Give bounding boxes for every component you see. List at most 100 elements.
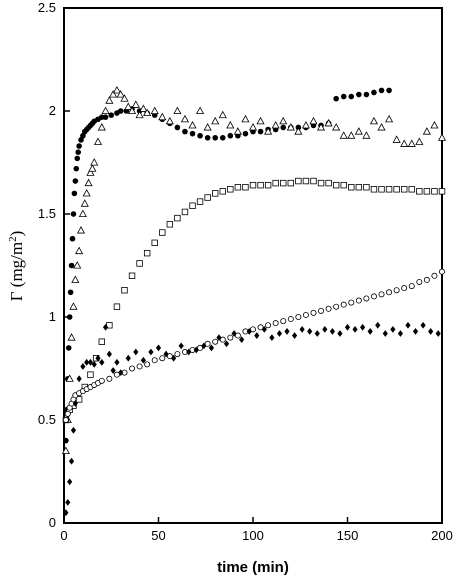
open-circle-point [129,365,136,372]
open-square-point [219,188,226,195]
open-triangle-point [120,94,129,102]
open-triangle-point [135,110,144,119]
open-circle-point [219,336,226,343]
filled-circle-point [69,235,76,242]
open-square-point [159,229,166,236]
open-square-point [264,181,272,189]
filled-diamond-point [76,375,82,383]
filled-diamond-point [68,457,75,465]
filled-circle-point [174,124,181,131]
open-triangle-point [109,90,118,98]
open-triangle-point [369,116,379,125]
filled-diamond-point [125,354,131,362]
open-circle-point [166,353,173,360]
filled-circle-point [212,134,218,141]
open-triangle-point [139,104,148,112]
open-circle-point [197,344,204,351]
open-triangle-point [73,261,82,269]
open-circle-point [378,291,385,298]
filled-diamond-point [171,354,177,362]
filled-diamond-point [72,400,78,407]
filled-diamond-point [299,325,305,333]
open-triangle-point [127,106,137,114]
filled-circle-point [68,262,75,269]
filled-diamond-point [420,321,426,329]
open-square-point [400,186,408,193]
open-square-point [121,287,128,294]
filled-diamond-point [405,321,411,329]
open-triangle-point [264,127,273,135]
filled-diamond-point [344,323,351,331]
filled-diamond-point [148,348,154,356]
open-square-point [363,184,370,191]
open-square-point [340,181,347,189]
open-square-point [408,186,415,193]
open-triangle-point [211,116,220,125]
filled-diamond-point [106,350,112,358]
open-triangle-point [196,106,205,114]
open-square-point [181,208,189,216]
open-circle-point [62,416,69,423]
filled-diamond-point [110,367,116,374]
filled-circle-point [70,211,77,217]
open-triangle-point [354,127,363,135]
open-circle-point [302,311,309,318]
filled-circle-point [219,134,226,141]
filled-diamond-point [367,328,373,335]
open-circle-point [386,289,393,296]
open-square-point [151,239,158,247]
open-triangle-point [301,120,310,129]
filled-circle-point [76,143,82,149]
filled-diamond-point [114,358,120,366]
open-circle-point [174,351,181,358]
open-square-point [370,186,378,193]
open-triangle-point [105,96,114,104]
open-triangle-point [324,118,333,127]
open-triangle-point [131,100,140,108]
open-circle-point [212,338,219,345]
filled-diamond-point [223,340,230,348]
open-triangle-point [116,90,125,98]
open-square-point [348,184,355,191]
open-square-point [204,194,211,201]
open-triangle-point [93,137,103,145]
open-square-point [438,188,446,195]
filled-diamond-point [314,330,320,337]
open-square-point [227,186,234,193]
filled-diamond-point [261,325,267,333]
open-square-point [431,188,438,195]
open-triangle-point [143,108,152,117]
filled-circle-point [71,190,78,197]
filled-diamond-point [118,369,124,377]
open-triangle-point [84,178,93,187]
filled-circle-point [356,91,362,98]
open-triangle-point [309,116,318,125]
open-square-point [174,214,181,222]
filled-diamond-point [95,354,101,362]
x-tick-label: 100 [242,528,264,543]
open-square-point [196,198,204,205]
filled-diamond-point [284,328,290,335]
open-square-point [128,272,136,279]
open-square-point [310,177,317,185]
filled-diamond-point [99,358,105,366]
open-circle-point [370,293,377,300]
open-square-point [295,177,302,185]
filled-diamond-point [133,348,139,356]
open-circle-point [204,340,211,347]
open-square-point [287,179,294,187]
open-triangle-point [75,246,84,255]
open-circle-point [151,357,158,364]
filled-diamond-point [375,321,381,329]
open-triangle-point [188,120,197,129]
open-circle-point [408,283,415,290]
filled-diamond-point [307,328,313,335]
open-triangle-point [286,123,295,131]
open-triangle-point [88,164,97,172]
open-circle-point [234,332,241,339]
filled-diamond-point [269,334,275,341]
open-triangle-point [165,116,174,125]
y-tick-label: 0.5 [38,412,56,427]
open-square-point [332,181,340,189]
